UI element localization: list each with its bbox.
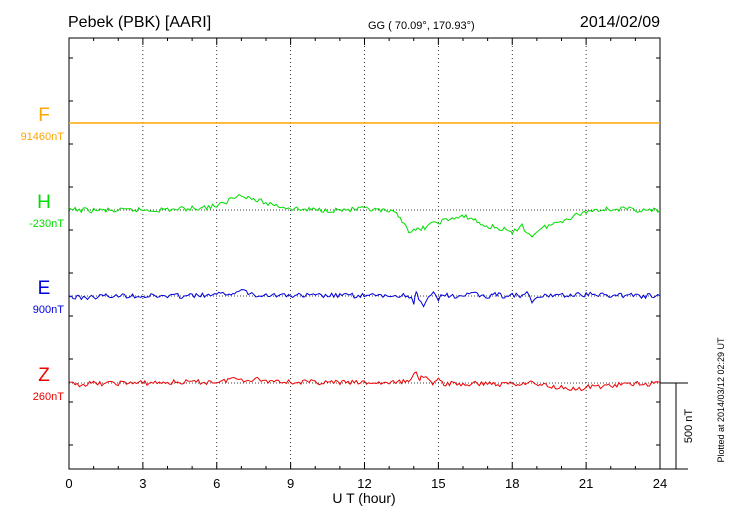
date-label: 2014/02/09	[580, 14, 660, 31]
channel-baseline-h: -230nT	[29, 218, 64, 230]
trace-h	[68, 193, 661, 238]
scale-bar: 500 nT	[660, 382, 695, 470]
channel-baseline-z: 260nT	[33, 391, 64, 403]
x-tick-label: 24	[653, 476, 667, 491]
x-tick-label: 21	[579, 476, 593, 491]
trace-z	[68, 371, 661, 392]
channel-name-h: H	[37, 192, 51, 213]
x-tick-label: 6	[213, 476, 220, 491]
channel-name-f: F	[38, 105, 50, 126]
channel-name-z: Z	[38, 365, 50, 386]
x-tick-label: 0	[65, 476, 72, 491]
x-tick-label: 3	[139, 476, 146, 491]
x-tick-label: 12	[357, 476, 371, 491]
channel-labels: F 91460nT H -230nT E 900nT Z 260nT	[21, 105, 65, 403]
x-axis-ticks: 0 3 6 9 12 15 18 21 24	[65, 38, 667, 491]
channel-baseline-e: 900nT	[33, 304, 64, 316]
channel-name-e: E	[38, 278, 51, 299]
grid-lines	[142, 38, 587, 469]
x-tick-label: 18	[505, 476, 519, 491]
geo-coordinates: GG ( 70.09°, 170.93°)	[368, 20, 475, 32]
channel-baseline-f: 91460nT	[21, 131, 65, 143]
x-axis-label: U T (hour)	[332, 490, 395, 506]
x-tick-label: 9	[287, 476, 294, 491]
data-traces	[68, 122, 661, 392]
station-title: Pebek (PBK) [AARI]	[68, 14, 211, 31]
trace-e	[68, 289, 661, 308]
x-tick-label: 15	[431, 476, 445, 491]
scale-bar-label: 500 nT	[683, 409, 695, 444]
plotted-note: Plotted at 2014/03/12 02:29 UT	[716, 337, 726, 463]
